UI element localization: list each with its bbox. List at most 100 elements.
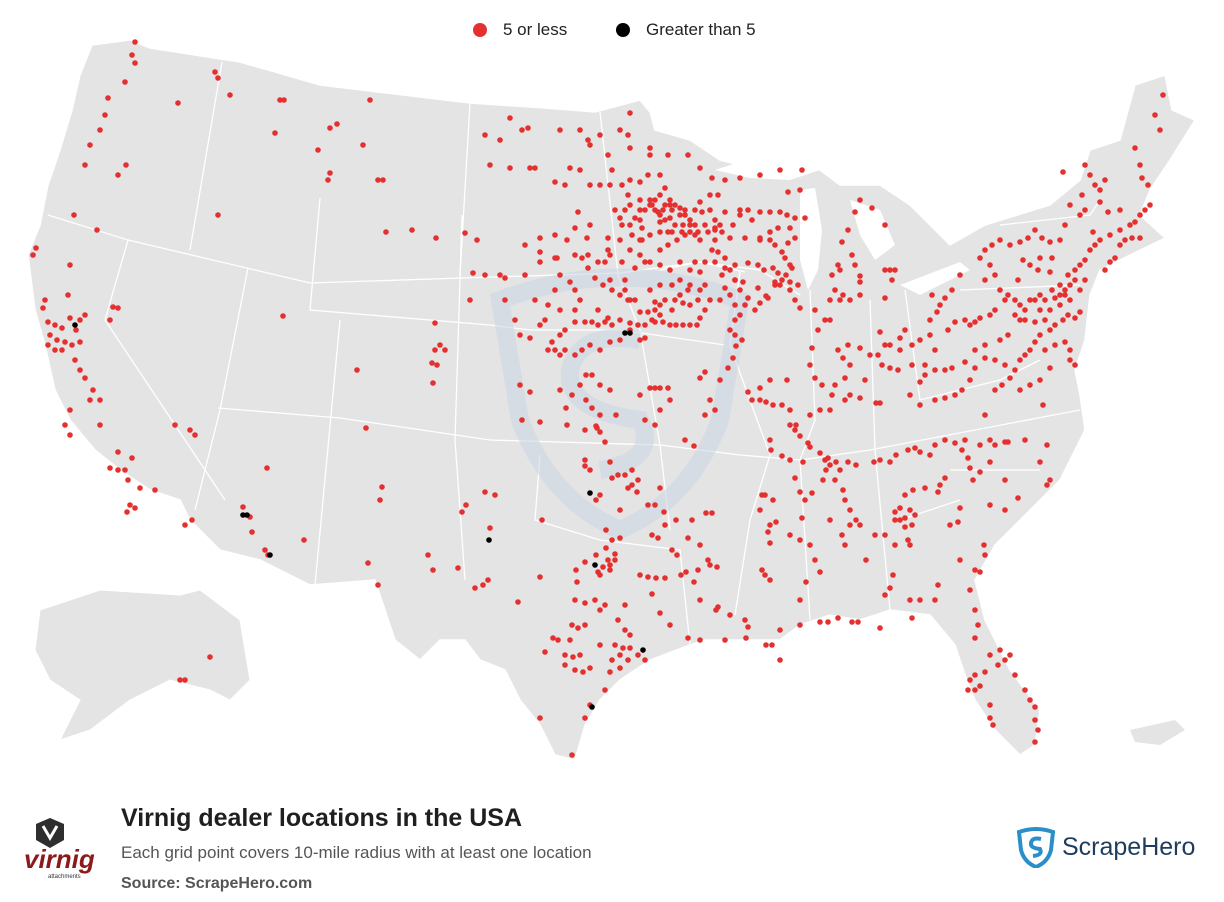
dealer-dot-small bbox=[713, 607, 719, 613]
dealer-dot-small bbox=[763, 399, 769, 405]
dealer-dot-small bbox=[847, 362, 853, 368]
dealer-dot-small bbox=[677, 259, 683, 265]
dealer-dot-small bbox=[527, 335, 533, 341]
dealer-dot-small bbox=[667, 397, 673, 403]
dealer-dot-small bbox=[647, 287, 653, 293]
dealer-dot-small bbox=[732, 302, 738, 308]
dealer-dot-small bbox=[365, 560, 371, 566]
dealer-dot-small bbox=[807, 362, 813, 368]
dealer-dot-small bbox=[1047, 365, 1053, 371]
dealer-dot-small bbox=[727, 327, 733, 333]
dealer-dot-small bbox=[1025, 235, 1031, 241]
dealer-dot-small bbox=[775, 225, 781, 231]
dealer-dot-small bbox=[595, 259, 601, 265]
dealer-dot-small bbox=[1132, 219, 1138, 225]
dealer-dot-small bbox=[917, 379, 923, 385]
dealer-dot-small bbox=[1052, 295, 1058, 301]
dealer-dot-small bbox=[962, 437, 968, 443]
dealer-dot-small bbox=[942, 437, 948, 443]
dealer-dot-small bbox=[657, 219, 663, 225]
dealer-dot-small bbox=[589, 319, 595, 325]
dealer-dot-small bbox=[672, 297, 678, 303]
dealer-dot-small bbox=[957, 505, 963, 511]
dealer-dot-small bbox=[564, 422, 570, 428]
dealer-dot-small bbox=[992, 307, 998, 313]
dealer-dot-small bbox=[212, 69, 218, 75]
dealer-dot-small bbox=[617, 292, 623, 298]
dealer-dot-small bbox=[1017, 357, 1023, 363]
dealer-dot-small bbox=[577, 167, 583, 173]
dealer-dot-small bbox=[770, 497, 776, 503]
brand-text: ScrapeHero bbox=[1062, 832, 1196, 861]
dealer-dot-small bbox=[627, 320, 633, 326]
dealer-dot-small bbox=[657, 385, 663, 391]
dealer-dot-small bbox=[784, 212, 790, 218]
dealer-dot-small bbox=[829, 272, 835, 278]
dealer-dot-small bbox=[607, 277, 613, 283]
dealer-dot-small bbox=[745, 624, 751, 630]
dealer-dot-small bbox=[637, 217, 643, 223]
dealer-dot-small bbox=[582, 715, 588, 721]
dealer-dot-small bbox=[645, 574, 651, 580]
dealer-dot-small bbox=[1072, 277, 1078, 283]
dealer-dot-small bbox=[722, 255, 728, 261]
dealer-dot-small bbox=[1012, 312, 1018, 318]
dealer-dot-small bbox=[817, 569, 823, 575]
dealer-dot-small bbox=[1072, 315, 1078, 321]
dealer-dot-small bbox=[757, 385, 763, 391]
dealer-dot-small bbox=[1040, 402, 1046, 408]
dealer-dot-small bbox=[545, 302, 551, 308]
dealer-dot-small bbox=[799, 515, 805, 521]
dealer-dot-small bbox=[1117, 207, 1123, 213]
dealer-dot-small bbox=[1042, 317, 1048, 323]
dealer-dot-small bbox=[249, 529, 255, 535]
dealer-dot-small bbox=[1005, 332, 1011, 338]
dealer-dot-small bbox=[702, 282, 708, 288]
dealer-dot-small bbox=[635, 652, 641, 658]
dealer-dot-small bbox=[1032, 227, 1038, 233]
dealer-dot-small bbox=[857, 345, 863, 351]
dealer-dot-small bbox=[987, 715, 993, 721]
dealer-dot-small bbox=[132, 505, 138, 511]
dealer-dot-small bbox=[539, 517, 545, 523]
dealer-dot-small bbox=[793, 422, 799, 428]
dealer-dot-small bbox=[945, 327, 951, 333]
dealer-dot-small bbox=[952, 392, 958, 398]
dealer-dot-small bbox=[612, 551, 618, 557]
dealer-dot-small bbox=[797, 433, 803, 439]
dealer-dot-small bbox=[367, 97, 373, 103]
dealer-dot-small bbox=[959, 387, 965, 393]
dealer-dot-small bbox=[572, 319, 578, 325]
dealer-dot-small bbox=[777, 627, 783, 633]
dealer-dot-small bbox=[657, 229, 663, 235]
dealer-dot-small bbox=[617, 665, 623, 671]
virnig-logo: virnig attachments bbox=[22, 816, 108, 880]
dealer-dot-small bbox=[1032, 704, 1038, 710]
dealer-dot-small bbox=[52, 322, 58, 328]
dealer-dot-small bbox=[837, 467, 843, 473]
dealer-dot-small bbox=[537, 419, 543, 425]
dealer-dot-small bbox=[1065, 312, 1071, 318]
dealer-dot-small bbox=[645, 172, 651, 178]
dealer-dot-small bbox=[657, 485, 663, 491]
dealer-dot-small bbox=[647, 152, 653, 158]
dealer-dot-small bbox=[820, 477, 826, 483]
dealer-dot-small bbox=[1002, 362, 1008, 368]
dealer-dot-small bbox=[977, 255, 983, 261]
dealer-dot-small bbox=[705, 557, 711, 563]
dealer-dot-small bbox=[592, 597, 598, 603]
dealer-dot-small bbox=[767, 522, 773, 528]
lake-huron bbox=[850, 200, 895, 260]
dealer-dot-small bbox=[742, 302, 748, 308]
dealer-dot-small bbox=[757, 209, 763, 215]
dealer-dot-small bbox=[129, 52, 135, 58]
subtitle: Each grid point covers 10-mile radius wi… bbox=[121, 843, 592, 862]
dealer-dot-small bbox=[1097, 199, 1103, 205]
dealer-dot-small bbox=[672, 222, 678, 228]
dealer-dot-small bbox=[587, 182, 593, 188]
dealer-dot-small bbox=[803, 579, 809, 585]
dealer-dot-small bbox=[807, 542, 813, 548]
dealer-dot-small bbox=[855, 619, 861, 625]
dealer-dot-small bbox=[617, 535, 623, 541]
dealer-dot-small bbox=[87, 397, 93, 403]
